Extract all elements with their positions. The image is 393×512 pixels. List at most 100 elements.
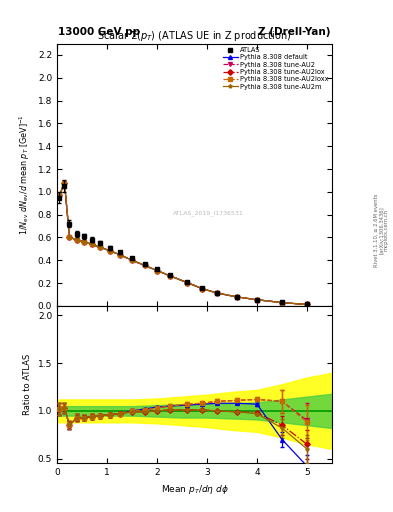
Y-axis label: Ratio to ATLAS: Ratio to ATLAS xyxy=(23,354,32,415)
Pythia 8.308 tune-AU2lox xyxy=(97,244,102,250)
Pythia 8.308 tune-AU2lox xyxy=(255,296,259,303)
Pythia 8.308 tune-AU2 xyxy=(130,257,134,263)
Pythia 8.308 tune-AU2lox xyxy=(155,267,160,273)
Pythia 8.308 default xyxy=(82,239,87,245)
Pythia 8.308 default xyxy=(235,294,239,300)
Pythia 8.308 tune-AU2m xyxy=(215,290,219,296)
Pythia 8.308 tune-AU2lox xyxy=(142,262,147,268)
Pythia 8.308 tune-AU2 xyxy=(167,272,172,279)
Pythia 8.308 default xyxy=(215,290,219,296)
Pythia 8.308 tune-AU2lox xyxy=(67,234,72,241)
Pythia 8.308 tune-AU2 xyxy=(255,296,259,303)
Pythia 8.308 tune-AU2 xyxy=(90,241,94,247)
Pythia 8.308 tune-AU2lox xyxy=(117,251,122,258)
Pythia 8.308 tune-AU2m xyxy=(142,262,147,268)
Pythia 8.308 tune-AU2lox xyxy=(235,294,239,300)
Title: Scalar $\Sigma(p_T)$ (ATLAS UE in Z production): Scalar $\Sigma(p_T)$ (ATLAS UE in Z prod… xyxy=(97,29,292,44)
Pythia 8.308 default xyxy=(75,237,79,243)
Pythia 8.308 default xyxy=(130,257,134,263)
Pythia 8.308 tune-AU2m xyxy=(67,234,72,241)
Pythia 8.308 default xyxy=(57,192,62,198)
Pythia 8.308 tune-AU2lox xyxy=(90,241,94,247)
Pythia 8.308 tune-AU2m xyxy=(90,241,94,247)
Text: 13000 GeV pp: 13000 GeV pp xyxy=(58,27,140,37)
Pythia 8.308 tune-AU2lox xyxy=(305,302,309,308)
Pythia 8.308 tune-AU2 xyxy=(97,244,102,250)
Pythia 8.308 tune-AU2lox xyxy=(185,280,189,286)
Pythia 8.308 tune-AU2 xyxy=(280,300,285,306)
Pythia 8.308 tune-AU2loxx xyxy=(62,180,67,186)
Pythia 8.308 default xyxy=(305,302,309,308)
Pythia 8.308 tune-AU2loxx xyxy=(142,262,147,268)
Pythia 8.308 default xyxy=(280,300,285,306)
Pythia 8.308 tune-AU2lox xyxy=(75,237,79,243)
Pythia 8.308 default xyxy=(90,241,94,247)
Pythia 8.308 tune-AU2 xyxy=(200,286,204,292)
Pythia 8.308 tune-AU2loxx xyxy=(280,300,285,306)
Pythia 8.308 tune-AU2loxx xyxy=(155,267,160,273)
Pythia 8.308 tune-AU2loxx xyxy=(185,280,189,286)
Pythia 8.308 tune-AU2 xyxy=(82,239,87,245)
Line: Pythia 8.308 tune-AU2lox: Pythia 8.308 tune-AU2lox xyxy=(57,181,309,306)
Pythia 8.308 tune-AU2lox xyxy=(107,247,112,253)
Pythia 8.308 tune-AU2m xyxy=(155,267,160,273)
Pythia 8.308 tune-AU2m xyxy=(200,286,204,292)
Pythia 8.308 default xyxy=(117,251,122,258)
Pythia 8.308 tune-AU2m xyxy=(75,237,79,243)
Pythia 8.308 tune-AU2loxx xyxy=(215,290,219,296)
Pythia 8.308 tune-AU2loxx xyxy=(235,294,239,300)
Pythia 8.308 default xyxy=(62,180,67,186)
Pythia 8.308 tune-AU2m xyxy=(255,296,259,303)
Line: Pythia 8.308 default: Pythia 8.308 default xyxy=(57,181,309,307)
Pythia 8.308 default xyxy=(107,247,112,253)
Legend: ATLAS, Pythia 8.308 default, Pythia 8.308 tune-AU2, Pythia 8.308 tune-AU2lox, Py: ATLAS, Pythia 8.308 default, Pythia 8.30… xyxy=(222,46,330,91)
Pythia 8.308 tune-AU2loxx xyxy=(255,296,259,303)
Pythia 8.308 default xyxy=(142,262,147,268)
Pythia 8.308 default xyxy=(167,272,172,279)
Pythia 8.308 tune-AU2loxx xyxy=(82,239,87,245)
Pythia 8.308 tune-AU2 xyxy=(235,294,239,300)
Pythia 8.308 tune-AU2 xyxy=(75,237,79,243)
Text: Rivet 3.1.10, ≥ 2.6M events: Rivet 3.1.10, ≥ 2.6M events xyxy=(374,194,379,267)
Pythia 8.308 tune-AU2m xyxy=(107,247,112,253)
Pythia 8.308 default xyxy=(200,286,204,292)
Pythia 8.308 tune-AU2lox xyxy=(130,257,134,263)
Line: Pythia 8.308 tune-AU2: Pythia 8.308 tune-AU2 xyxy=(57,181,309,306)
Pythia 8.308 default xyxy=(255,296,259,303)
Pythia 8.308 tune-AU2m xyxy=(82,239,87,245)
Pythia 8.308 tune-AU2 xyxy=(117,251,122,258)
Pythia 8.308 tune-AU2loxx xyxy=(75,237,79,243)
Pythia 8.308 default xyxy=(67,234,72,241)
Pythia 8.308 tune-AU2m xyxy=(97,244,102,250)
Pythia 8.308 tune-AU2lox xyxy=(215,290,219,296)
Pythia 8.308 tune-AU2loxx xyxy=(67,234,72,241)
Pythia 8.308 tune-AU2loxx xyxy=(97,244,102,250)
Pythia 8.308 tune-AU2loxx xyxy=(57,192,62,198)
Pythia 8.308 tune-AU2lox xyxy=(82,239,87,245)
Pythia 8.308 tune-AU2 xyxy=(215,290,219,296)
Pythia 8.308 tune-AU2 xyxy=(155,267,160,273)
Pythia 8.308 tune-AU2m xyxy=(167,272,172,279)
Pythia 8.308 tune-AU2loxx xyxy=(200,286,204,292)
Pythia 8.308 tune-AU2 xyxy=(67,234,72,241)
Pythia 8.308 default xyxy=(97,244,102,250)
Pythia 8.308 tune-AU2loxx xyxy=(90,241,94,247)
Pythia 8.308 tune-AU2m xyxy=(235,294,239,300)
Line: Pythia 8.308 tune-AU2loxx: Pythia 8.308 tune-AU2loxx xyxy=(57,181,309,306)
Pythia 8.308 tune-AU2 xyxy=(62,180,67,186)
Pythia 8.308 tune-AU2lox xyxy=(167,272,172,279)
Y-axis label: $1/N_{\rm ev}\ dN_{\rm ev}/d$ mean $p_T\ [{\rm GeV}]^{-1}$: $1/N_{\rm ev}\ dN_{\rm ev}/d$ mean $p_T\… xyxy=(18,114,32,235)
Pythia 8.308 tune-AU2 xyxy=(142,262,147,268)
Pythia 8.308 tune-AU2 xyxy=(107,247,112,253)
Pythia 8.308 tune-AU2 xyxy=(305,302,309,308)
Pythia 8.308 tune-AU2m xyxy=(117,251,122,258)
Pythia 8.308 default xyxy=(185,280,189,286)
Pythia 8.308 tune-AU2loxx xyxy=(107,247,112,253)
Pythia 8.308 tune-AU2lox xyxy=(62,180,67,186)
X-axis label: Mean $p_T/d\eta\ d\phi$: Mean $p_T/d\eta\ d\phi$ xyxy=(161,483,228,496)
Text: [arXiv:1306.3436]: [arXiv:1306.3436] xyxy=(379,206,384,254)
Pythia 8.308 tune-AU2 xyxy=(57,192,62,198)
Pythia 8.308 tune-AU2lox xyxy=(280,300,285,306)
Pythia 8.308 tune-AU2 xyxy=(185,280,189,286)
Pythia 8.308 tune-AU2m xyxy=(62,180,67,186)
